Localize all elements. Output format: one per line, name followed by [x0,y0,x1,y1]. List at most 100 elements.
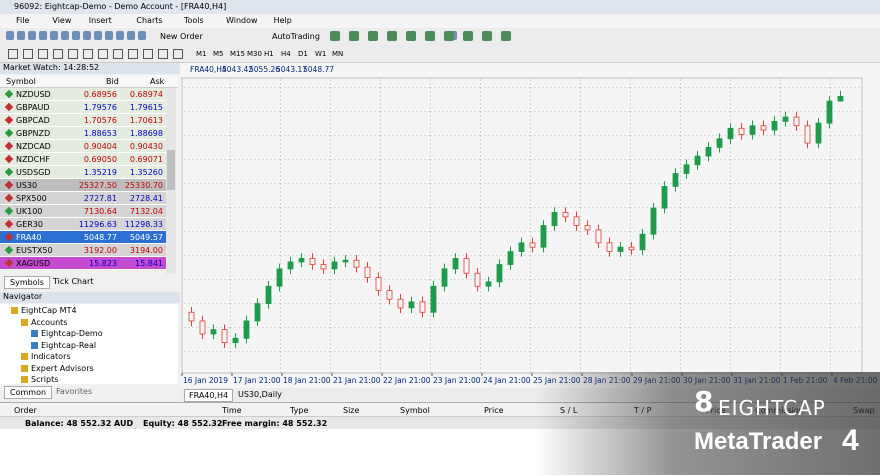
market-row[interactable] [0,231,166,244]
timeframe-button[interactable]: M5 [213,50,224,58]
toolbar-icon[interactable] [6,31,14,40]
market-row[interactable] [0,101,166,114]
toolbar-icon[interactable] [482,31,492,41]
tool-icon[interactable] [23,49,33,59]
tree-icon [21,318,28,326]
toolbar-icon[interactable] [463,31,473,41]
market-row[interactable] [0,179,166,192]
toolbar-icon[interactable] [61,31,69,40]
toolbar-icon[interactable] [39,31,47,40]
timeframe-button[interactable]: M1 [196,50,207,58]
tree-item[interactable]: Scripts [31,375,59,384]
candle-body [837,96,844,102]
candle-body [265,285,272,304]
menu-item[interactable]: View [52,16,72,25]
market-row[interactable] [0,257,166,270]
toolbar-icon[interactable] [330,31,340,41]
tool-icon[interactable] [173,49,183,59]
menu-item[interactable]: Insert [88,16,112,25]
tab[interactable]: Symbols [4,276,50,289]
timeframe-button[interactable]: D1 [298,50,308,58]
toolbar-icon[interactable] [501,31,511,41]
menu-item[interactable]: Charts [136,16,163,25]
timeframe-button[interactable]: MN [332,50,344,58]
tool-icon[interactable] [83,49,93,59]
tool-icon[interactable] [38,49,48,59]
toolbar-icon[interactable] [94,31,102,40]
tool-icon[interactable] [8,49,18,59]
tool-icon[interactable] [98,49,108,59]
menu-item[interactable]: Tools [184,16,204,25]
toolbar-icon[interactable] [83,31,91,40]
ask: 2728.41 [129,194,163,203]
market-row[interactable] [0,153,166,166]
ohlc-value: 5048.77 [303,65,334,74]
market-row[interactable] [0,192,166,205]
timeframe-button[interactable]: H4 [281,50,291,58]
market-row[interactable] [0,88,166,101]
tool-icon[interactable] [143,49,153,59]
timeframe-button[interactable]: M30 [247,50,262,58]
tool-icon[interactable] [128,49,138,59]
market-row[interactable] [0,244,166,257]
menu-item[interactable]: File [16,16,30,25]
toolbar-icon[interactable] [349,31,359,41]
timeframe-button[interactable]: W1 [315,50,327,58]
tree-item[interactable]: Indicators [31,352,71,361]
candle-body [650,207,657,235]
tool-icon[interactable] [68,49,78,59]
toolbar-icon[interactable] [425,31,435,41]
toolbar-icon[interactable] [17,31,25,40]
candle-body [243,320,250,339]
toolbar-icon[interactable] [105,31,113,40]
timeframe-button[interactable]: M15 [230,50,245,58]
market-row[interactable] [0,140,166,153]
menu-item[interactable]: Help [273,16,292,25]
market-row[interactable] [0,166,166,179]
toolbar-icon[interactable] [387,31,397,41]
market-row[interactable] [0,127,166,140]
menu-item[interactable]: Window [226,16,258,25]
toolbar-icon[interactable] [138,31,146,40]
market-row[interactable] [0,114,166,127]
autotrading-button[interactable]: AutoTrading [272,32,320,41]
chart-tab[interactable]: FRA40,H4 [184,389,234,402]
market-row[interactable] [0,205,166,218]
tree-item[interactable]: Eightcap-Demo [41,329,103,338]
toolbar-icon[interactable] [368,31,378,41]
candle-body [463,258,470,274]
tab[interactable]: Tick Chart [53,277,94,286]
tab[interactable]: Favorites [56,387,93,396]
tree-item[interactable]: Expert Advisors [31,363,94,373]
navigator-body [0,304,178,384]
ohlc-value: 5043.42 [222,65,253,74]
tree-icon [21,353,28,360]
tool-icon[interactable] [113,49,123,59]
tool-icon[interactable] [53,49,63,59]
symbol: SPX500 [16,194,47,203]
bid: 5048.77 [83,233,117,242]
candle-body [551,212,558,226]
toolbar-icon[interactable] [406,31,416,41]
x-tick-label: 22 Jan 21:00 [383,376,431,385]
toolbar-icon[interactable] [116,31,124,40]
tool-icon[interactable] [158,49,168,59]
timeframe-button[interactable]: H1 [264,50,274,58]
tab[interactable]: Common [4,386,53,399]
tree-item[interactable]: EightCap MT4 [21,306,77,315]
tree-item[interactable]: Eightcap-Real [41,340,97,350]
market-row[interactable] [0,218,166,231]
candle-body [628,246,635,251]
toolbar-icon[interactable] [127,31,135,40]
toolbar-icon[interactable] [444,31,454,41]
new-order-button[interactable]: New Order [160,32,203,41]
toolbar-icon[interactable] [72,31,80,40]
balance-text: Equity: 48 552.32 [143,419,223,428]
chart-tab[interactable]: US30,Daily [238,390,282,399]
scroll-thumb[interactable] [167,150,175,190]
toolbar-icon[interactable] [50,31,58,40]
candle-body [738,127,745,135]
candle-body [584,225,591,231]
toolbar-icon[interactable] [28,31,36,40]
tree-item[interactable]: Accounts [31,317,68,327]
